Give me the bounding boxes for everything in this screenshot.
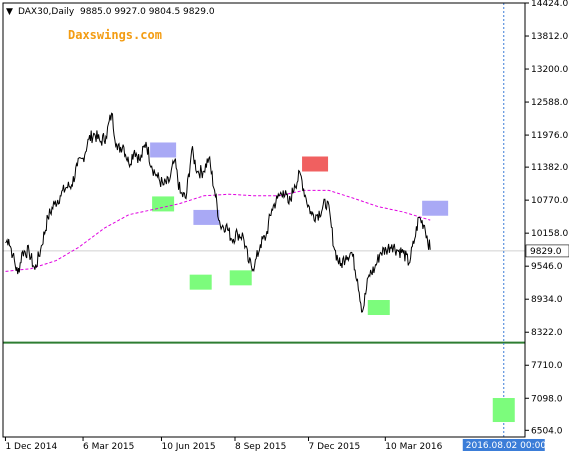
green-marker-box-6 bbox=[367, 300, 390, 316]
green-marker-box-1 bbox=[152, 196, 175, 212]
price-series bbox=[5, 112, 431, 313]
cursor-time-tag: 2016.08.02 00:00 bbox=[466, 441, 547, 451]
y-tick-label-13: 6504.0 bbox=[531, 426, 563, 436]
x-tick-label-5: 10 Mar 2016 bbox=[385, 442, 442, 452]
symbol-label: DAX30,Daily bbox=[18, 7, 75, 17]
watermark-logo: Daxswings.com bbox=[68, 28, 162, 42]
y-tick-label-12: 7098.0 bbox=[531, 394, 563, 404]
y-tick-label-9: 8934.0 bbox=[531, 295, 563, 305]
y-tick-label-5: 11382.0 bbox=[531, 163, 568, 173]
x-tick-label-4: 7 Dec 2015 bbox=[309, 442, 361, 452]
current-price-tag: 9829.0 bbox=[530, 247, 562, 257]
x-tick-label-3: 8 Sep 2015 bbox=[235, 442, 286, 452]
moving-average-line bbox=[5, 189, 431, 272]
cursor-time-tag-bg bbox=[462, 439, 545, 451]
y-tick-label-4: 11976.0 bbox=[531, 131, 568, 141]
red-marker-box-5 bbox=[302, 156, 329, 172]
green-marker-box-8 bbox=[492, 398, 515, 423]
green-marker-box-4 bbox=[229, 270, 252, 286]
blue-marker-box-2 bbox=[193, 209, 220, 225]
blue-marker-box-7 bbox=[422, 200, 449, 216]
green-marker-box-3 bbox=[189, 274, 212, 290]
current-price-tag-bg bbox=[525, 244, 569, 258]
y-tick-label-7: 10158.0 bbox=[531, 229, 568, 239]
blue-marker-box-0 bbox=[150, 142, 177, 158]
x-tick-label-1: 6 Mar 2015 bbox=[83, 442, 134, 452]
x-tick-label-2: 10 Jun 2015 bbox=[161, 442, 215, 452]
menu-arrow-icon[interactable]: ▼ bbox=[6, 7, 13, 17]
plot-frame bbox=[2, 2, 526, 438]
y-tick-label-11: 7710.0 bbox=[531, 361, 563, 371]
y-tick-label-3: 12588.0 bbox=[531, 98, 568, 108]
plot-area bbox=[3, 3, 525, 437]
ohlc-values: 9885.0 9927.0 9804.5 9829.0 bbox=[80, 7, 215, 17]
price-line bbox=[5, 112, 431, 313]
x-tick-label-0: 1 Dec 2014 bbox=[5, 442, 57, 452]
y-tick-label-8: 9546.0 bbox=[531, 262, 563, 272]
y-tick-label-6: 10770.0 bbox=[531, 196, 568, 206]
y-tick-label-0: 14424.0 bbox=[531, 0, 568, 9]
marker-boxes bbox=[150, 142, 515, 423]
y-tick-label-10: 8322.0 bbox=[531, 328, 563, 338]
y-tick-label-2: 13200.0 bbox=[531, 65, 568, 75]
y-tick-label-1: 13812.0 bbox=[531, 32, 568, 42]
